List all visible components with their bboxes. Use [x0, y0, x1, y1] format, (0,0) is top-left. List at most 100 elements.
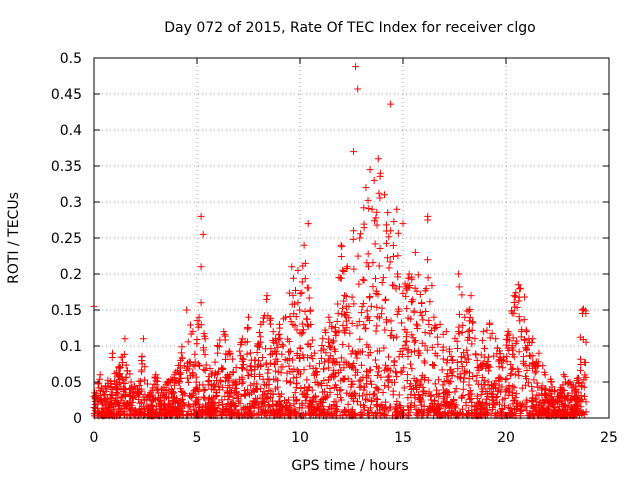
- data-point: [219, 365, 227, 373]
- data-point: [532, 358, 540, 366]
- data-point: [386, 366, 394, 374]
- data-point: [254, 361, 262, 369]
- data-point-peak: [442, 328, 450, 336]
- data-point: [286, 368, 294, 376]
- data-point: [513, 337, 521, 345]
- data-point: [237, 352, 245, 360]
- data-point: [440, 402, 448, 410]
- data-point: [257, 338, 265, 346]
- data-point-peak: [467, 292, 475, 300]
- data-point: [153, 411, 161, 419]
- data-point: [410, 401, 418, 409]
- y-tick-label: 0: [73, 411, 82, 427]
- data-point: [347, 383, 355, 391]
- marks-layer: [90, 63, 590, 420]
- data-point: [381, 296, 389, 304]
- data-point: [283, 377, 291, 385]
- data-point: [498, 409, 506, 417]
- data-point: [477, 351, 485, 359]
- data-point: [534, 383, 542, 391]
- data-point: [169, 398, 177, 406]
- data-point: [336, 394, 344, 402]
- data-point-peak: [343, 263, 351, 271]
- data-point: [177, 349, 185, 357]
- data-point: [456, 370, 464, 378]
- data-point: [339, 266, 347, 274]
- data-point: [251, 366, 259, 374]
- data-point: [507, 370, 515, 378]
- data-point: [573, 400, 581, 408]
- data-point: [416, 290, 424, 298]
- data-point: [577, 392, 585, 400]
- data-point: [470, 410, 478, 418]
- data-point: [201, 408, 209, 416]
- data-point-peak: [331, 328, 339, 336]
- data-point: [161, 405, 169, 413]
- data-point: [382, 361, 390, 369]
- data-point: [460, 349, 468, 357]
- x-tick-label: 5: [193, 430, 202, 446]
- data-point: [389, 241, 397, 249]
- data-point: [264, 401, 272, 409]
- data-point: [350, 411, 358, 419]
- data-point: [134, 396, 142, 404]
- y-tick-label: 0.35: [51, 159, 82, 175]
- y-tick-label: 0.1: [60, 339, 82, 355]
- data-point: [253, 349, 261, 357]
- data-point-peak: [288, 263, 296, 271]
- data-point: [213, 404, 221, 412]
- data-point: [428, 406, 436, 414]
- data-point: [149, 396, 157, 404]
- data-point: [371, 217, 379, 225]
- data-point: [506, 404, 514, 412]
- data-point: [296, 354, 304, 362]
- data-point: [517, 402, 525, 410]
- data-point: [104, 406, 112, 414]
- data-point: [328, 411, 336, 419]
- data-point: [315, 360, 323, 368]
- data-point: [542, 391, 550, 399]
- data-point: [412, 320, 420, 328]
- data-point: [415, 351, 423, 359]
- data-point: [326, 388, 334, 396]
- data-point: [515, 368, 523, 376]
- data-point: [215, 401, 223, 409]
- data-point-peak: [486, 320, 494, 328]
- data-point: [250, 388, 258, 396]
- data-point-outlier: [387, 100, 395, 108]
- data-point: [426, 298, 434, 306]
- data-point: [212, 376, 220, 384]
- y-tick-label: 0.15: [51, 303, 82, 319]
- data-point: [178, 411, 186, 419]
- data-point: [505, 346, 513, 354]
- data-point: [119, 399, 127, 407]
- data-point: [351, 371, 359, 379]
- data-point: [343, 389, 351, 397]
- data-point: [376, 245, 384, 253]
- x-axis-label: GPS time / hours: [291, 458, 408, 474]
- data-point: [265, 376, 273, 384]
- data-point-peak: [245, 313, 252, 321]
- data-point: [228, 400, 236, 408]
- data-point: [266, 351, 274, 359]
- data-point: [464, 328, 472, 336]
- data-point: [571, 410, 579, 418]
- data-point: [390, 282, 398, 290]
- data-point: [286, 402, 294, 410]
- data-point: [392, 368, 400, 376]
- data-point: [181, 390, 189, 398]
- data-point: [337, 377, 345, 385]
- data-point: [241, 392, 249, 400]
- data-point: [461, 367, 469, 375]
- data-point: [420, 376, 428, 384]
- data-point: [481, 344, 489, 352]
- data-point: [408, 275, 416, 283]
- data-point: [494, 387, 502, 395]
- data-point: [206, 399, 214, 407]
- data-point: [486, 385, 494, 393]
- data-point-outlier: [514, 281, 522, 289]
- data-point: [503, 357, 511, 365]
- data-point: [552, 397, 560, 405]
- data-point-peak: [566, 378, 574, 386]
- data-point: [118, 393, 126, 401]
